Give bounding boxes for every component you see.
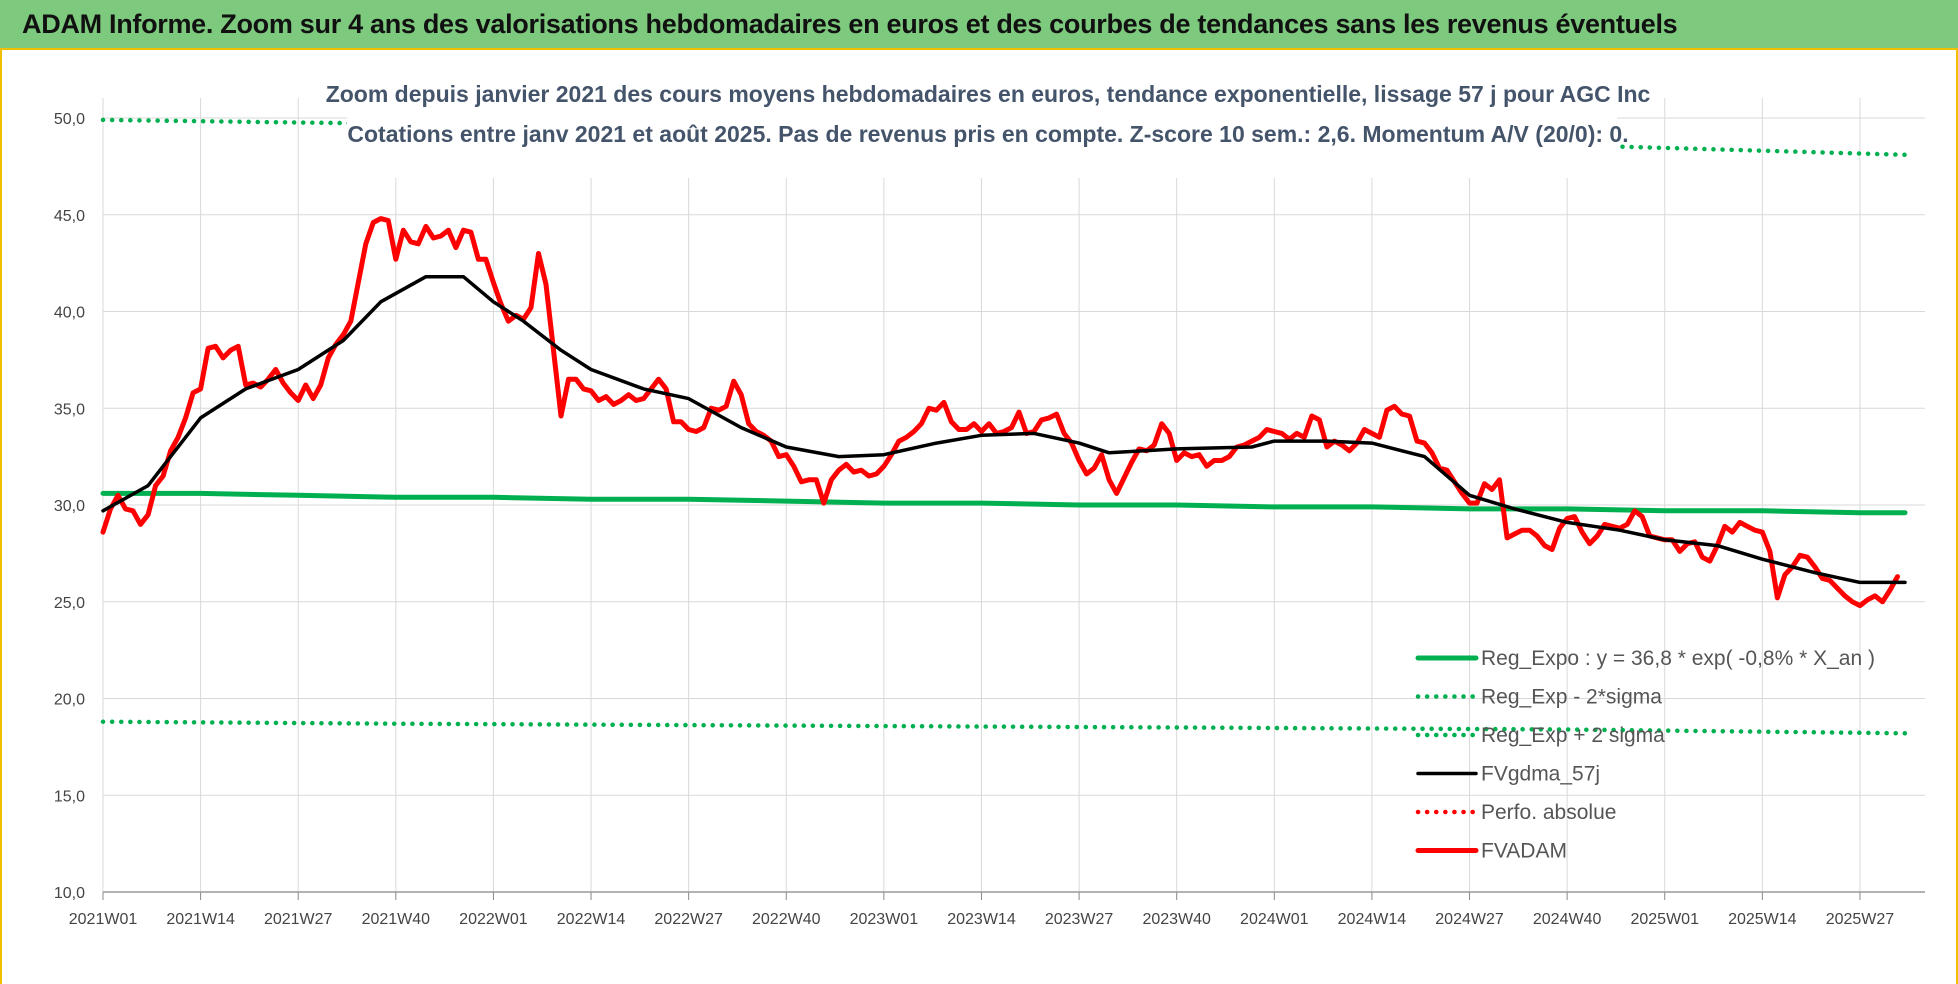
series-line-1 (100, 719, 1908, 736)
chart-subtitle: Cotations entre janv 2021 et août 2025. … (347, 121, 1628, 147)
y-tick-label: 45,0 (54, 208, 85, 225)
x-tick-label: 2021W27 (264, 911, 333, 928)
y-tick-label: 25,0 (54, 595, 85, 612)
y-tick-label: 50,0 (54, 111, 85, 128)
x-tick-label: 2025W14 (1728, 911, 1797, 928)
y-tick-label: 40,0 (54, 305, 85, 322)
x-tick-label: 2024W27 (1435, 911, 1504, 928)
x-tick-label: 2023W14 (947, 911, 1016, 928)
legend-label-5: FVADAM (1481, 840, 1567, 863)
legend-label-0: Reg_Expo : y = 36,8 * exp( -0,8% * X_an … (1481, 647, 1875, 670)
x-tick-label: 2021W40 (362, 911, 431, 928)
x-tick-label: 2023W40 (1142, 911, 1211, 928)
y-tick-label: 35,0 (54, 401, 85, 418)
y-tick-label: 20,0 (54, 692, 85, 709)
legend-label-3: FVgdma_57j (1481, 763, 1600, 786)
legend-label-1: Reg_Exp - 2*sigma (1481, 686, 1662, 709)
y-tick-label: 10,0 (54, 885, 85, 902)
chart: 10,0 15,0 20,0 25,0 30,0 35,0 40,0 45,0 50,0 2021… (54, 72, 1925, 928)
series-line-0 (100, 490, 1908, 516)
x-tick-label: 2022W27 (654, 911, 723, 928)
x-tick-label: 2021W14 (166, 911, 235, 928)
subtitle-backdrop (347, 72, 1617, 178)
x-tick-label: 2022W01 (459, 911, 528, 928)
x-tick-label: 2024W40 (1533, 911, 1602, 928)
x-tick-label: 2024W01 (1240, 911, 1309, 928)
x-tick-label: 2022W40 (752, 911, 821, 928)
report-header: ADAM Informe. Zoom sur 4 ans des valoris… (0, 0, 1958, 50)
y-tick-label: 15,0 (54, 788, 85, 805)
x-tick-label: 2025W01 (1630, 911, 1699, 928)
x-tick-label: 2024W14 (1338, 911, 1407, 928)
x-tick-label: 2022W14 (557, 911, 626, 928)
legend-label-4: Perfo. absolue (1481, 801, 1616, 824)
x-tick-label: 2021W01 (69, 911, 138, 928)
series-layer (100, 117, 1908, 736)
report-title: ADAM Informe. Zoom sur 4 ans des valoris… (22, 9, 1678, 39)
series-line-5 (100, 216, 1900, 609)
axis-labels: 10,0 15,0 20,0 25,0 30,0 35,0 40,0 45,0 50,0 2021… (54, 111, 1894, 928)
chart-title: Zoom depuis janvier 2021 des cours moyen… (326, 81, 1651, 107)
y-tick-label: 30,0 (54, 498, 85, 515)
series-line-3 (101, 274, 1907, 585)
x-tick-label: 2023W27 (1045, 911, 1114, 928)
chart-frame: 10,0 15,0 20,0 25,0 30,0 35,0 40,0 45,0 50,0 2021… (0, 50, 1958, 984)
legend-label-2: Reg_Exp + 2 sigma (1481, 724, 1665, 747)
x-tick-label: 2023W01 (850, 911, 919, 928)
legend: Reg_Expo : y = 36,8 * exp( -0,8% * X_an … (1415, 647, 1875, 863)
x-tick-label: 2025W27 (1826, 911, 1895, 928)
